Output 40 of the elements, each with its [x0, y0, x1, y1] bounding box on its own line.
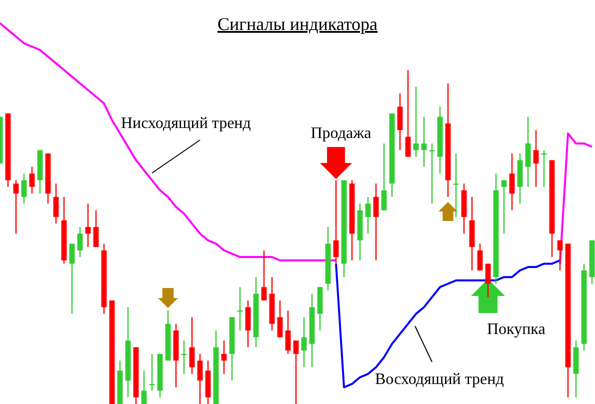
- candlestick: [21, 172, 27, 204]
- candlestick: [485, 263, 491, 298]
- candlestick: [285, 310, 291, 354]
- candlestick: [501, 180, 507, 234]
- candlestick: [525, 116, 531, 188]
- candlestick: [69, 243, 75, 314]
- candlestick: [509, 152, 515, 211]
- candlestick: [29, 166, 35, 194]
- candlestick: [381, 142, 387, 211]
- candlestick: [373, 182, 379, 261]
- chart-title: Сигналы индикатора: [217, 14, 378, 34]
- candlestick: [93, 210, 99, 248]
- annotation: Продажа: [310, 125, 372, 142]
- candlestick: [141, 370, 147, 404]
- candlestick: [77, 226, 83, 258]
- candlestick: [533, 130, 539, 188]
- candlestick: [293, 340, 299, 404]
- candlestick: [333, 180, 339, 264]
- candlestick: [421, 116, 427, 168]
- candlestick: [85, 203, 91, 248]
- candlestick: [453, 152, 459, 218]
- candlestick: [189, 316, 195, 375]
- candlestick: [429, 142, 435, 204]
- candlestick: [397, 92, 403, 151]
- candlestick: [557, 240, 563, 271]
- candlestick: [221, 340, 227, 375]
- annotation: Покупка: [487, 321, 546, 338]
- candlestick: [365, 196, 371, 234]
- candlestick: [413, 86, 419, 158]
- candlestick: [53, 182, 59, 224]
- candlestick: [277, 300, 283, 338]
- candlestick: [261, 250, 267, 302]
- candlestick: [13, 180, 19, 234]
- candlestick: [477, 243, 483, 271]
- candlestick: [301, 316, 307, 368]
- annotation: Восходящий тренд: [375, 371, 504, 388]
- candlestick: [197, 353, 203, 404]
- annotation: Нисходящий тренд: [121, 115, 251, 132]
- candlestick: [245, 300, 251, 348]
- candlestick: [405, 69, 411, 158]
